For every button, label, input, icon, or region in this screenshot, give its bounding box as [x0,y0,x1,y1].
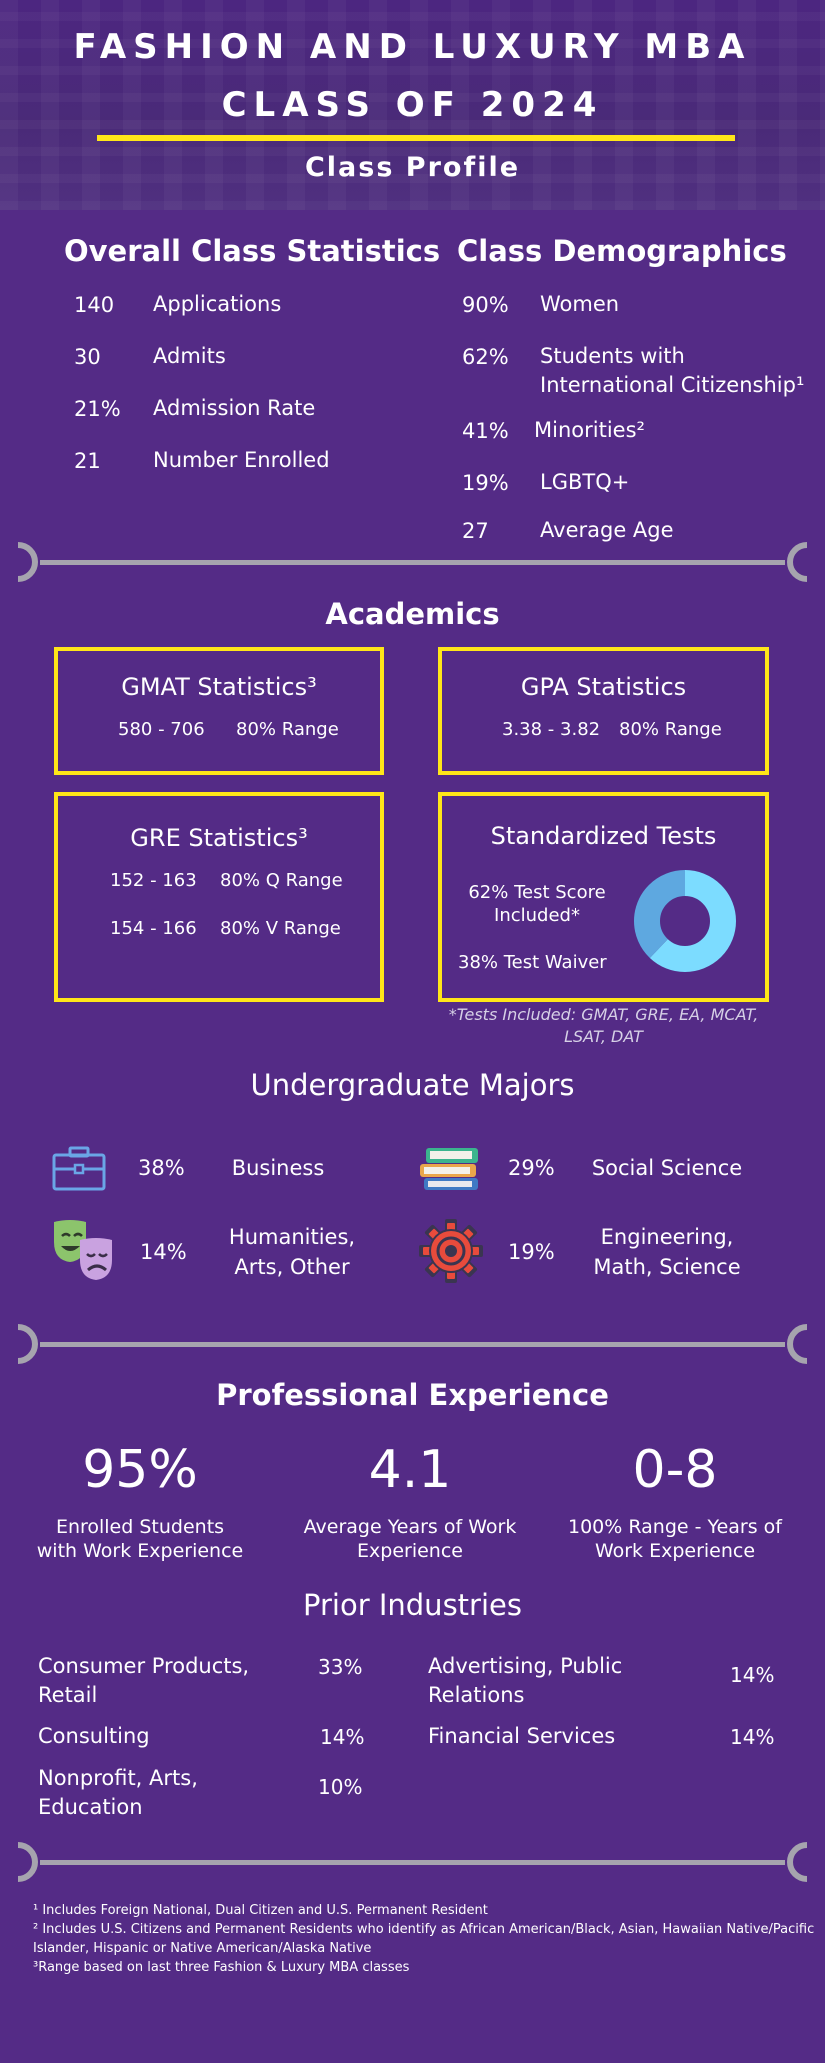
footnote: Islander, Hispanic or Native American/Al… [33,1941,372,1956]
experience-label: Average Years of Work [303,1516,517,1538]
overall-stat-label: Number Enrolled [153,448,330,472]
demographic-label: International Citizenship¹ [540,373,805,397]
industry-label: Consumer Products, [38,1654,250,1678]
gpa-box: GPA Statistics 3.38 - 3.82 80% Range [438,647,769,775]
gpa-title: GPA Statistics [520,673,687,701]
major-pct: 19% [508,1240,555,1264]
gpa-range-label: 80% Range [619,719,722,740]
donut-slice-waiver [634,870,736,972]
tests-title: Standardized Tests [490,822,717,850]
title-underline [97,135,735,141]
footnote: ² Includes U.S. Citizens and Permanent R… [33,1922,815,1937]
major-label: Arts, Other [234,1255,350,1279]
major-label: Math, Science [593,1255,741,1279]
demographic-value: 62% [462,345,509,369]
gmat-range: 580 - 706 [118,719,205,740]
experience-value: 95% [82,1440,198,1500]
overall-stat-label: Applications [153,292,282,316]
experience-heading: Professional Experience [216,1378,609,1412]
gmat-range-label: 80% Range [236,719,339,740]
experience-value: 0-8 [632,1440,718,1500]
industry-label: Education [38,1795,143,1819]
experience-label: Work Experience [594,1540,756,1562]
industry-pct: 14% [320,1725,365,1749]
books-icon [420,1148,478,1190]
demographic-label: Women [540,292,620,316]
experience-label: Enrolled Students [55,1516,225,1538]
gre-v-range: 154 - 166 [110,918,197,939]
footnote: ¹ Includes Foreign National, Dual Citize… [33,1903,488,1918]
industry-label: Consulting [38,1724,150,1748]
gmat-box: GMAT Statistics³ 580 - 706 80% Range [54,647,384,775]
demographics-heading: Class Demographics [457,234,787,268]
industry-label: Advertising, Public [428,1654,623,1678]
demographic-label: Average Age [540,518,674,542]
experience-label: Experience [357,1540,463,1562]
overall-stats-heading: Overall Class Statistics [64,234,441,268]
section-divider [18,1324,807,1364]
industry-label: Financial Services [428,1724,616,1748]
gre-box: GRE Statistics³ 152 - 163 80% Q Range 15… [54,792,384,1002]
overall-stat-value: 21 [74,449,101,473]
tests-note-line2: LSAT, DAT [564,1027,643,1046]
major-pct: 38% [138,1156,185,1180]
major-label: Business [231,1156,325,1180]
briefcase-icon [52,1146,106,1191]
footnote: ³Range based on last three Fashion & Lux… [33,1960,410,1975]
industry-pct: 33% [318,1655,363,1679]
section-divider [18,542,807,582]
section-divider [18,1842,807,1882]
major-label: Humanities, [228,1225,356,1249]
industry-label: Retail [38,1683,98,1707]
demographic-value: 41% [462,419,509,443]
overall-stat-label: Admission Rate [153,396,316,420]
demographic-value: 19% [462,471,509,495]
industry-pct: 10% [318,1775,363,1799]
gear-icon [419,1219,483,1283]
academics-heading: Academics [325,597,500,631]
tests-waiver: 38% Test Waiver [458,952,607,973]
demographic-label: Minorities² [534,418,645,442]
demographic-value: 90% [462,293,509,317]
theater-masks-icon [54,1220,112,1280]
industry-label: Nonprofit, Arts, [38,1766,198,1790]
gre-q-range: 152 - 163 [110,870,197,891]
industry-pct: 14% [730,1725,775,1749]
experience-label: 100% Range - Years of [568,1516,782,1538]
tests-note-line1: *Tests Included: GMAT, GRE, EA, MCAT, [448,1005,759,1024]
industries-heading: Prior Industries [303,1588,522,1622]
main-title-line1: FASHION AND LUXURY MBA [73,27,752,67]
demographic-label: LGBTQ+ [540,470,630,494]
tests-donut-chart [634,870,736,972]
experience-label: with Work Experience [36,1540,244,1562]
industry-label: Relations [428,1683,525,1707]
overall-stat-value: 21% [74,397,121,421]
main-title-line2: CLASS OF 2024 [221,85,604,125]
tests-included-line2: Included* [494,905,580,926]
gre-v-label: 80% V Range [220,918,341,939]
overall-stat-label: Admits [153,344,226,368]
gre-title: GRE Statistics³ [130,824,308,852]
demographic-label: Students with [540,344,685,368]
gre-q-label: 80% Q Range [220,870,343,891]
major-label: Social Science [591,1156,743,1180]
experience-value: 4.1 [368,1440,452,1500]
tests-included-line1: 62% Test Score [468,882,606,903]
major-pct: 29% [508,1156,555,1180]
overall-stat-value: 140 [74,293,115,317]
page-subtitle: Class Profile [304,152,521,183]
header-banner [0,0,825,210]
gmat-title: GMAT Statistics³ [121,673,317,701]
majors-heading: Undergraduate Majors [250,1068,575,1102]
demographic-value: 27 [462,519,489,543]
overall-stat-value: 30 [74,345,101,369]
major-label: Engineering, [600,1225,734,1249]
standardized-tests-box: Standardized Tests 62% Test Score Includ… [438,792,769,1002]
major-pct: 14% [140,1240,187,1264]
gpa-range: 3.38 - 3.82 [502,719,601,740]
industry-pct: 14% [730,1663,775,1687]
